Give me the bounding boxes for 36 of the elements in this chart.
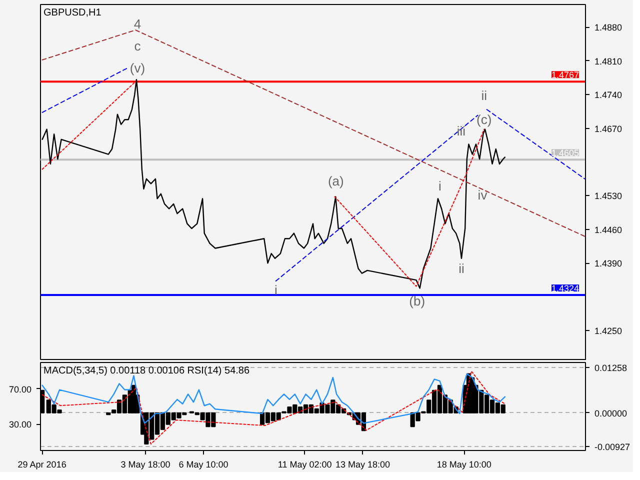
ref-line-label: 1.4767 <box>552 70 580 80</box>
annotation: ii <box>481 88 488 104</box>
x-tick-label: 6 May 10:00 <box>178 460 228 470</box>
y-tick-label: 1.4530 <box>594 191 622 202</box>
annotation: ii <box>458 260 464 276</box>
x-tick-label: 18 May 10:00 <box>436 460 492 470</box>
ref-line-label: 1.4324 <box>552 283 580 294</box>
chart-title: MACD(5,34,5) 0.00118 0.00106 RSI(14) 54.86 <box>44 366 250 376</box>
ref-line-label: 1.4605 <box>552 148 580 158</box>
annotation: iv <box>478 187 488 202</box>
y-tick-label: 0.00000 <box>594 408 628 418</box>
x-tick-label: 3 May 18:00 <box>120 460 170 470</box>
y-tick-label: 1.4810 <box>594 56 622 66</box>
annotation: (a) <box>328 174 344 189</box>
annotation: (c) <box>476 112 492 127</box>
x-tick-label: 29 Apr 2016 <box>18 460 66 470</box>
y2-tick-label: 30.00 <box>8 420 32 430</box>
y-tick-label: 1.4390 <box>594 258 622 269</box>
y-tick-label: 1.4740 <box>594 90 622 100</box>
annotation: i <box>438 178 442 194</box>
y-tick-label: -0.00927 <box>594 442 630 452</box>
y-tick-label: 1.4880 <box>594 22 622 33</box>
x-tick-label: 11 May 02:00 <box>278 460 332 470</box>
y-tick-label: 1.4670 <box>594 124 622 134</box>
x-tick-label: 13 May 18:00 <box>336 460 390 470</box>
annotation: c <box>134 38 142 54</box>
annotation: iii <box>456 123 466 138</box>
annotation: (v) <box>130 60 146 76</box>
annotation: i <box>274 282 278 298</box>
y-tick-label: 1.4250 <box>594 326 622 336</box>
annotation: (b) <box>409 294 426 309</box>
y2-tick-label: 70.00 <box>8 384 32 394</box>
chart-title: GBPUSD,H1 <box>44 8 102 18</box>
y-tick-label: 0.01258 <box>594 362 628 373</box>
y-tick-label: 1.4460 <box>594 224 622 235</box>
annotation: 4 <box>134 16 142 32</box>
